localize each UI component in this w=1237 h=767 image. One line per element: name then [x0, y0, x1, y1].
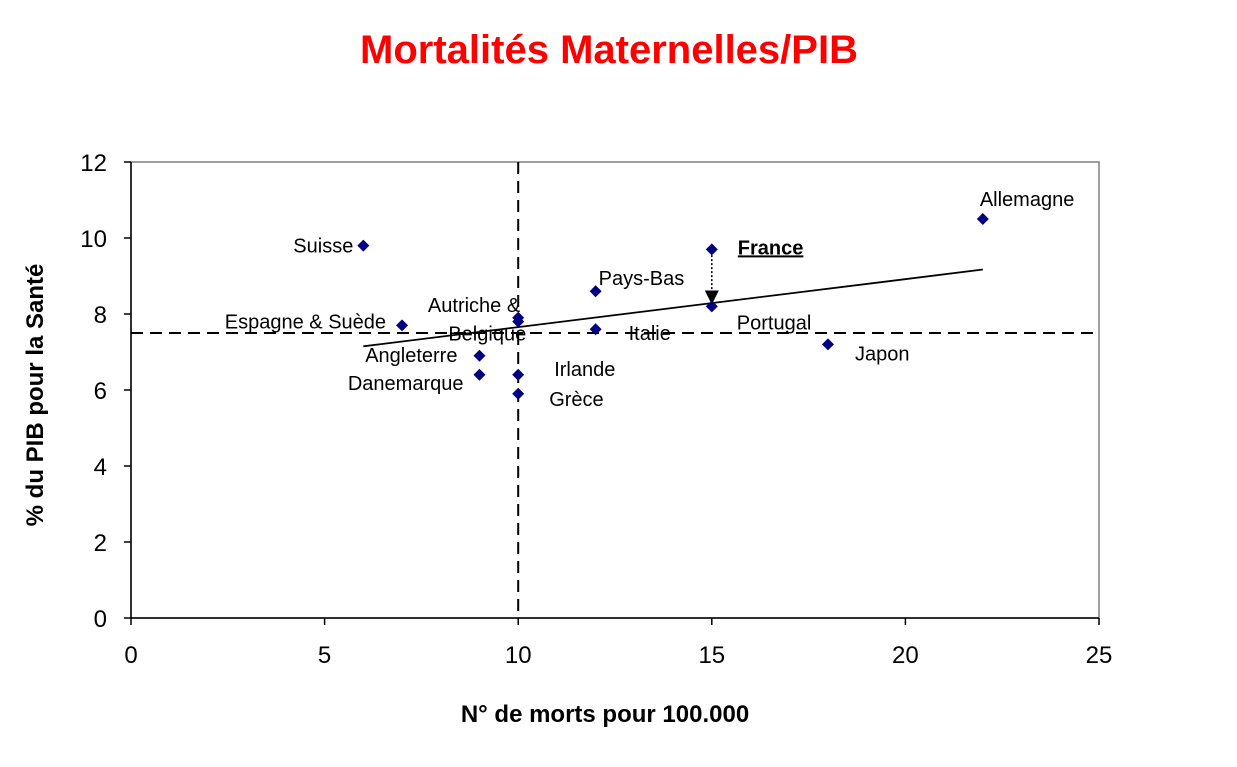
- y-ticks: 0 2 4 6 8 10 12: [80, 150, 131, 633]
- x-tick-label: 15: [698, 642, 725, 669]
- point-labels: Suisse Espagne & Suède Angleterre Danemarqu…: [225, 189, 1075, 411]
- annotation-arrow-group: [704, 255, 719, 305]
- axes: [130, 162, 1099, 619]
- label-pays-bas: Pays-Bas: [599, 268, 685, 290]
- point-gr-ce: [512, 387, 525, 400]
- point-allemagne: [976, 213, 989, 225]
- label-irlande: Irlande: [554, 359, 615, 381]
- label-danemarque: Danemarque: [348, 373, 464, 395]
- point-danemarque: [473, 368, 486, 381]
- x-tick-label: 20: [892, 642, 919, 669]
- label-allemagne: Allemagne: [980, 189, 1075, 211]
- x-tick-label: 5: [318, 642, 331, 669]
- arrow-head: [704, 290, 719, 305]
- label-autriche: Autriche &: [428, 295, 521, 317]
- x-ticks: 0 5 10 15 20 25: [124, 618, 1112, 669]
- y-tick-label: 8: [94, 302, 107, 329]
- x-axis-title: N° de morts pour 100.000: [461, 701, 749, 728]
- point-pays-bas: [589, 285, 602, 298]
- label-espagne-su-de: Espagne & Suède: [225, 311, 386, 333]
- plot-area: [130, 161, 1100, 619]
- label-gr-ce: Grèce: [549, 389, 603, 411]
- point-angleterre: [473, 349, 486, 362]
- y-tick-label: 0: [94, 606, 107, 633]
- point-irlande: [512, 368, 525, 381]
- point-portugal: [705, 300, 718, 313]
- point-france: [705, 243, 718, 256]
- y-tick-label: 10: [80, 226, 107, 253]
- y-tick-label: 4: [94, 454, 107, 481]
- point-italie: [589, 323, 602, 336]
- y-tick-label: 2: [94, 530, 107, 557]
- label-japon: Japon: [855, 343, 910, 365]
- trendline-group: [363, 268, 983, 348]
- x-tick-label: 25: [1086, 642, 1113, 669]
- y-tick-label: 6: [94, 378, 107, 405]
- point-espagne-su-de: [396, 319, 409, 332]
- chart-title: Mortalités Maternelles/PIB: [360, 28, 858, 72]
- x-tick-label: 10: [505, 642, 532, 669]
- label-angleterre: Angleterre: [365, 345, 457, 367]
- x-tick-label: 0: [124, 642, 137, 669]
- y-axis-title: % du PIB pour la Santé: [22, 264, 49, 527]
- data-points: [357, 213, 989, 400]
- label-portugal: Portugal: [737, 312, 812, 334]
- label-italie: Italie: [629, 323, 671, 345]
- plot-border: [130, 161, 1100, 619]
- reference-lines: [131, 162, 1099, 618]
- trendline: [363, 268, 983, 348]
- y-tick-label: 12: [80, 150, 107, 177]
- point-suisse: [357, 239, 370, 252]
- label-belgique: Belgique: [448, 324, 526, 346]
- label-suisse: Suisse: [293, 236, 353, 258]
- label-france: France: [738, 237, 804, 259]
- point-japon: [821, 338, 834, 351]
- point-belgique: [512, 315, 525, 328]
